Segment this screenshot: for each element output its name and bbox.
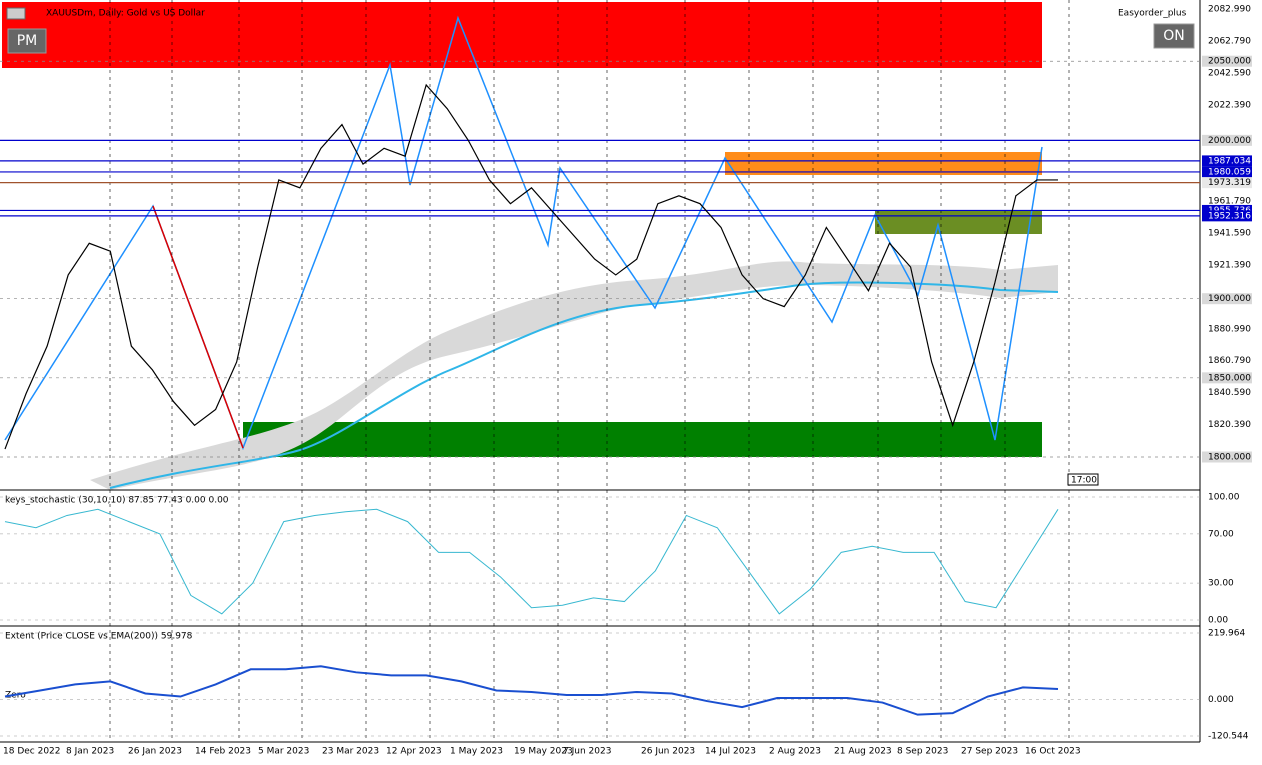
level-label: 1987.034 bbox=[1208, 156, 1251, 166]
price-tick-label: 1820.390 bbox=[1208, 420, 1251, 430]
level-box bbox=[1202, 451, 1252, 463]
price-tick-label: 1921.390 bbox=[1208, 260, 1251, 270]
extent-tick-label: -120.544 bbox=[1208, 732, 1249, 742]
stoch-tick-label: 100.00 bbox=[1208, 493, 1240, 503]
menu-icon[interactable] bbox=[6, 7, 26, 20]
date-label: 14 Feb 2023 bbox=[195, 747, 251, 757]
stoch-tick-label: 70.00 bbox=[1208, 529, 1234, 539]
level-box bbox=[1202, 293, 1252, 305]
date-label: 18 Dec 2022 bbox=[3, 747, 61, 757]
level-box bbox=[1202, 210, 1252, 222]
level-label: 1800.000 bbox=[1208, 452, 1251, 462]
resistance-box bbox=[725, 152, 1042, 175]
price-tick-label: 2062.790 bbox=[1208, 36, 1251, 46]
extent-tick-label: 219.964 bbox=[1208, 629, 1245, 639]
zigzag-down bbox=[152, 205, 244, 449]
date-label: 7 Jun 2023 bbox=[563, 747, 611, 757]
price-line bbox=[4, 83, 1058, 450]
ma-band bbox=[90, 261, 1058, 490]
ema-line bbox=[109, 281, 1059, 489]
demand-zone bbox=[243, 422, 1042, 457]
level-box bbox=[1202, 134, 1252, 146]
price-tick-label: 1961.790 bbox=[1208, 196, 1251, 206]
level-box bbox=[1202, 166, 1252, 178]
level-box bbox=[1202, 177, 1252, 189]
price-tick-label: 2022.390 bbox=[1208, 100, 1251, 110]
support-box bbox=[875, 210, 1042, 234]
stoch-tick-label: 30.00 bbox=[1208, 579, 1234, 589]
timer-box bbox=[1067, 473, 1099, 486]
date-label: 27 Sep 2023 bbox=[961, 747, 1018, 757]
date-label: 26 Jan 2023 bbox=[128, 747, 182, 757]
extent-line bbox=[4, 665, 1059, 716]
level-label: 2050.000 bbox=[1208, 57, 1251, 67]
level-label: 1850.000 bbox=[1208, 373, 1251, 383]
price-tick-label: 1880.990 bbox=[1208, 324, 1251, 334]
level-label: 1952.316 bbox=[1208, 211, 1251, 221]
on-button[interactable] bbox=[1153, 23, 1195, 49]
price-tick-label: 2082.990 bbox=[1208, 5, 1251, 15]
stoch-tick-label: 0.00 bbox=[1208, 616, 1228, 626]
price-tick-label: 1860.790 bbox=[1208, 356, 1251, 366]
date-label: 23 Mar 2023 bbox=[322, 747, 379, 757]
date-label: 14 Jul 2023 bbox=[705, 747, 756, 757]
level-box bbox=[1202, 155, 1252, 167]
stoch-line bbox=[4, 508, 1059, 615]
level-box bbox=[1202, 55, 1252, 67]
v-grid bbox=[109, 0, 1070, 742]
on-label[interactable]: ON bbox=[1163, 28, 1185, 44]
supply-zone bbox=[2, 2, 1042, 68]
zigzag bbox=[4, 15, 1043, 451]
date-label: 1 May 2023 bbox=[450, 747, 503, 757]
date-label: 2 Aug 2023 bbox=[769, 747, 821, 757]
date-label: 12 Apr 2023 bbox=[386, 747, 442, 757]
timer: 17:00 bbox=[1071, 476, 1097, 486]
price-tick-label: 1941.590 bbox=[1208, 228, 1251, 238]
level-label: 1980.059 bbox=[1208, 167, 1251, 177]
date-label: 5 Mar 2023 bbox=[258, 747, 309, 757]
symbol-title: XAUUSDm, Daily: Gold vs US Dollar bbox=[46, 9, 205, 19]
pm-button[interactable] bbox=[7, 28, 47, 54]
extent-tick-label: 0.000 bbox=[1208, 695, 1234, 705]
expert-name: Easyorder_plus bbox=[1118, 9, 1187, 19]
level-box bbox=[1202, 372, 1252, 384]
level-label: 1900.000 bbox=[1208, 294, 1251, 304]
date-label: 8 Jan 2023 bbox=[66, 747, 114, 757]
date-label: 16 Oct 2023 bbox=[1025, 747, 1081, 757]
date-label: 26 Jun 2023 bbox=[641, 747, 695, 757]
date-label: 8 Sep 2023 bbox=[897, 747, 948, 757]
date-label: 19 May 2023 bbox=[514, 747, 573, 757]
price-tick-label: 1840.590 bbox=[1208, 388, 1251, 398]
stoch-label: keys_stochastic (30,10,10) 87.85 77.43 0… bbox=[5, 496, 229, 506]
level-label: 1973.319 bbox=[1208, 178, 1251, 188]
pm-label[interactable]: PM bbox=[17, 33, 38, 49]
date-label: 21 Aug 2023 bbox=[834, 747, 892, 757]
price-tick-label: 2042.590 bbox=[1208, 68, 1251, 78]
level-label: 2000.000 bbox=[1208, 136, 1251, 146]
extent-label: Extent (Price CLOSE vs EMA(200)) 59.978 bbox=[5, 632, 193, 642]
